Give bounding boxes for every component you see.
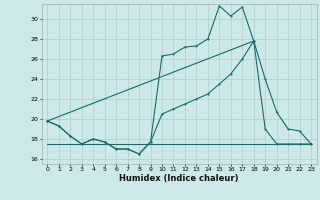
X-axis label: Humidex (Indice chaleur): Humidex (Indice chaleur) — [119, 174, 239, 183]
